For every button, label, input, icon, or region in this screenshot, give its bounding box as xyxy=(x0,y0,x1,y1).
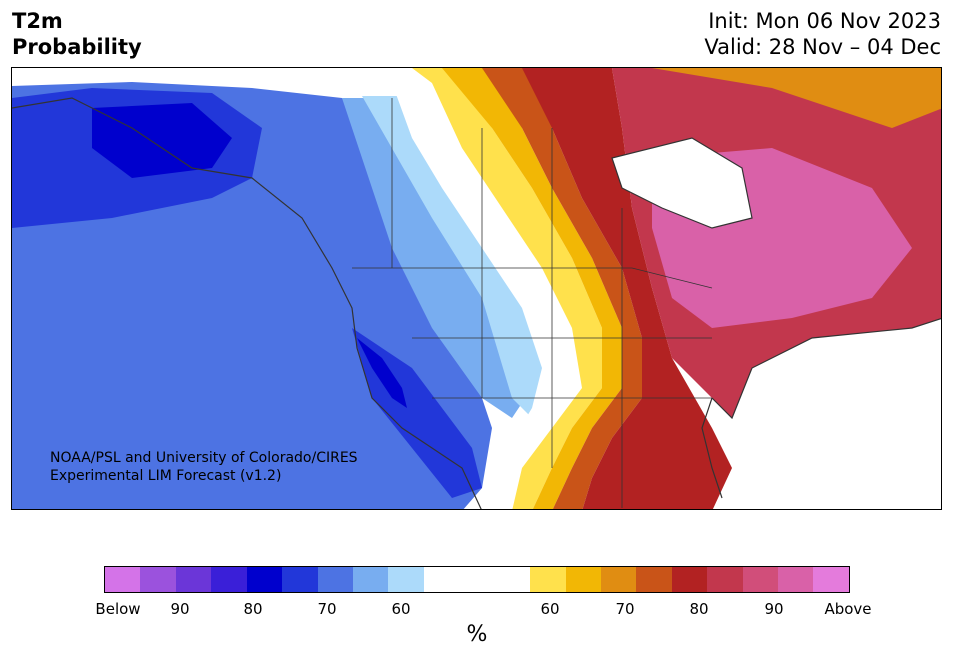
colorbar-unit: % xyxy=(466,622,488,647)
colorbar-segment xyxy=(388,567,424,592)
below-90-region xyxy=(92,103,232,178)
below-90-california xyxy=(357,338,407,408)
init-date: Init: Mon 06 Nov 2023 xyxy=(708,9,941,33)
colorbar-tick-label: 70 xyxy=(317,600,337,618)
forecast-dates: Init: Mon 06 Nov 2023 Valid: 28 Nov – 04… xyxy=(704,8,941,60)
neutral-band xyxy=(392,83,582,509)
border-lines xyxy=(352,98,713,508)
credit-line-1: NOAA/PSL and University of Colorado/CIRE… xyxy=(50,450,358,466)
title-line-2: Probability xyxy=(12,35,142,59)
colorbar xyxy=(104,566,850,593)
colorbar-segment xyxy=(352,567,389,592)
colorbar-segment xyxy=(813,567,849,592)
colorbar-tick-label: 80 xyxy=(243,600,263,618)
map-credit: NOAA/PSL and University of Colorado/CIRE… xyxy=(50,449,358,485)
colorbar-tick-label: Above xyxy=(824,600,872,618)
forecast-map: NOAA/PSL and University of Colorado/CIRE… xyxy=(11,67,942,510)
colorbar-tick-label: 60 xyxy=(391,600,411,618)
hudson-bay-missing xyxy=(612,138,752,228)
colorbar-segment xyxy=(105,567,141,592)
arctic-orange-region xyxy=(652,68,941,128)
map-title: T2m Probability xyxy=(12,8,142,60)
colorbar-segment xyxy=(565,567,601,592)
colorbar-segment xyxy=(211,567,247,592)
valid-date: Valid: 28 Nov – 04 Dec xyxy=(704,35,941,59)
above-60-band xyxy=(412,68,602,509)
colorbar-segment xyxy=(423,567,531,592)
colorbar-tick-label: 70 xyxy=(615,600,635,618)
colorbar-segment xyxy=(175,567,212,592)
colorbar-tick-label: 80 xyxy=(689,600,709,618)
above-90-band xyxy=(522,68,732,509)
credit-line-2: Experimental LIM Forecast (v1.2) xyxy=(50,468,282,484)
title-line-1: T2m xyxy=(12,9,63,33)
colorbar-segment xyxy=(778,567,814,592)
colorbar-segment xyxy=(530,567,566,592)
probability-map-svg xyxy=(12,68,941,509)
colorbar-segment xyxy=(140,567,176,592)
colorbar-tick-label: Below xyxy=(95,600,141,618)
colorbar-segment xyxy=(600,567,637,592)
above-70-band xyxy=(442,68,622,509)
colorbar-segment xyxy=(636,567,672,592)
above-80-band xyxy=(482,68,642,509)
colorbar-segment xyxy=(317,567,353,592)
colorbar-segment xyxy=(742,567,779,592)
colorbar-tick-label: 60 xyxy=(540,600,560,618)
below-50-band xyxy=(362,96,552,418)
colorbar-tick-label: 90 xyxy=(764,600,784,618)
colorbar-segment xyxy=(671,567,708,592)
colorbar-segment xyxy=(246,567,283,592)
colorbar-tick-label: 90 xyxy=(170,600,190,618)
colorbar-segment xyxy=(282,567,318,592)
colorbar-segment xyxy=(707,567,743,592)
coastline-lines xyxy=(12,97,941,509)
